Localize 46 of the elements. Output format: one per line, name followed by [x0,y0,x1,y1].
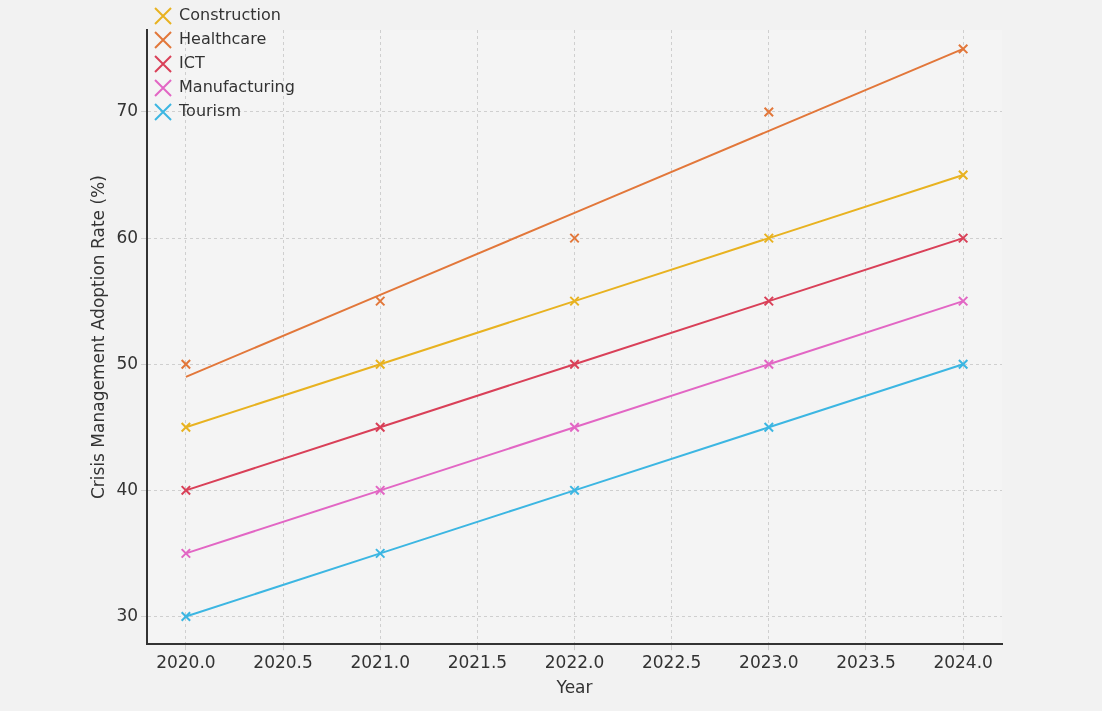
point [180,485,192,496]
point [180,422,192,433]
y-tick-label: 30 [116,604,139,625]
point [374,295,386,307]
point [763,358,775,370]
point [569,295,580,307]
point [180,548,192,559]
x-tick-label: 2022.0 [544,651,605,672]
point [569,358,580,370]
point [957,43,969,55]
point [374,548,386,559]
x-tick-label: 2022.5 [641,651,702,672]
legend-label: Tourism [178,101,241,121]
x-tick-label: 2021.5 [447,651,508,672]
point [763,106,775,118]
legend-label: Manufacturing [179,77,295,97]
legend-label: ICT [179,53,205,73]
legend-label: Healthcare [179,29,267,49]
point [180,611,192,622]
y-tick-label: 50 [116,352,139,373]
y-tick-label: 70 [116,100,139,121]
point [957,358,969,370]
point [763,232,775,244]
x-tick-label: 2021.0 [350,651,410,672]
x-tick-label: 2020.5 [253,651,313,672]
point [569,422,580,433]
x-axis-title: Year [555,677,593,698]
point [957,232,969,244]
point [763,422,775,433]
x-tick-label: 2023.0 [739,651,799,672]
y-tick-label: 60 [116,226,139,247]
x-tick-label: 2024.0 [933,651,993,672]
point [374,358,386,370]
y-tick-label: 40 [116,478,139,499]
legend-label: Construction [179,5,281,25]
point [763,295,775,307]
point [957,169,969,181]
point [374,422,386,433]
y-axis-title: Crisis Management Adoption Rate (%) [87,175,108,500]
point [180,358,192,370]
point [957,295,969,307]
x-tick-label: 2020.0 [156,651,216,672]
point [374,485,386,496]
point [569,485,580,496]
x-tick-label: 2023.5 [836,651,896,672]
point [569,232,580,244]
